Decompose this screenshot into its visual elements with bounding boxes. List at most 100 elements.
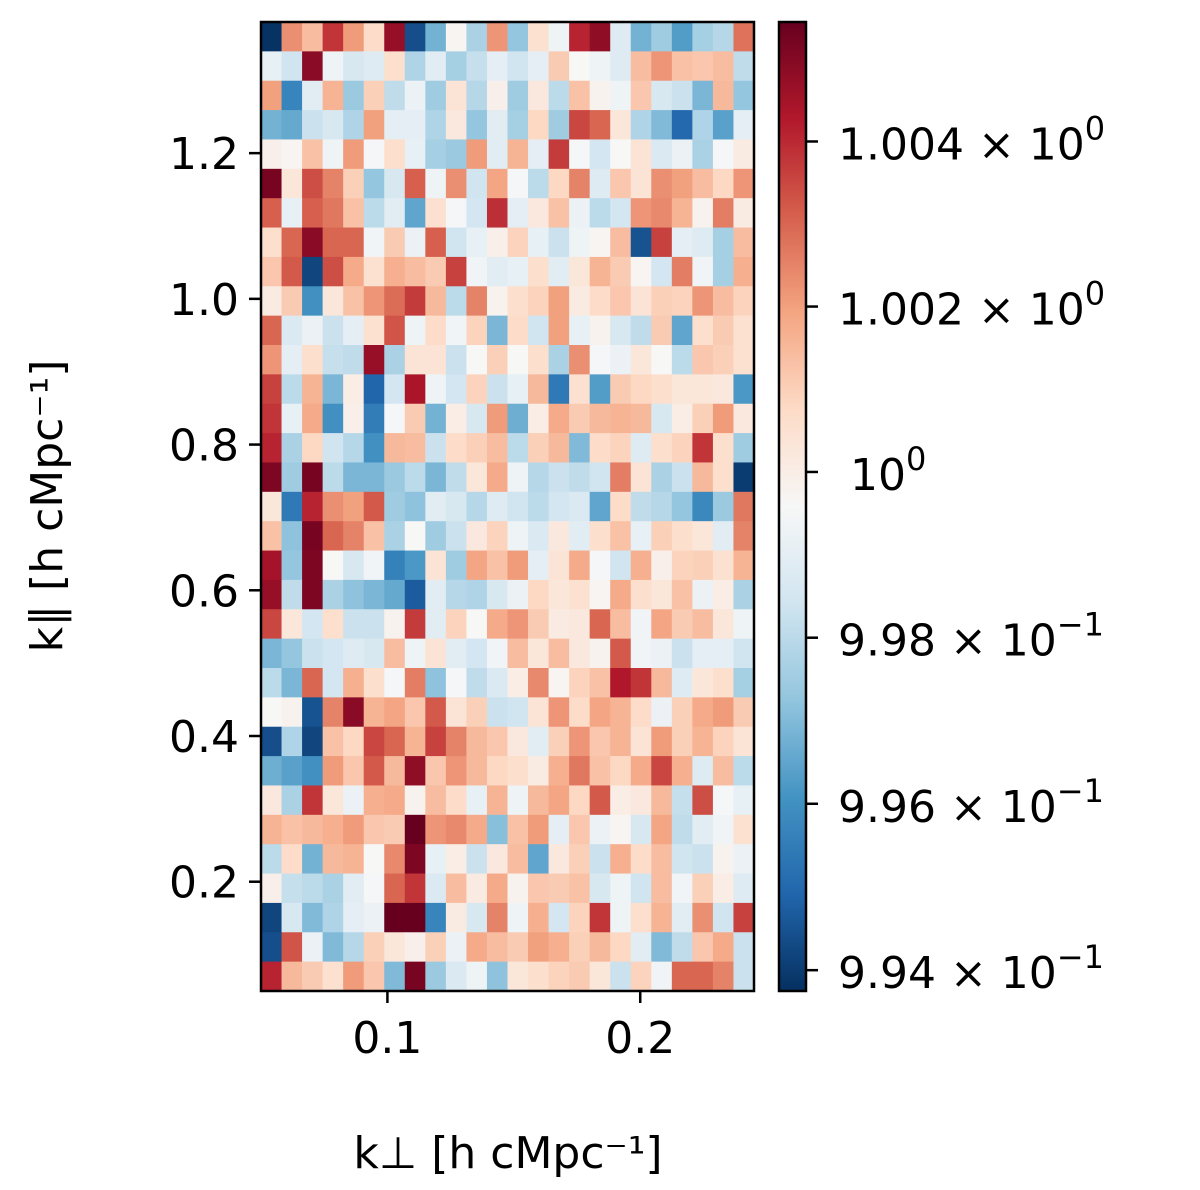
heatmap-cell: [363, 638, 385, 669]
heatmap-cell: [692, 961, 714, 992]
heatmap-cell: [261, 345, 283, 375]
heatmap-cell: [651, 756, 673, 787]
heatmap-cell: [343, 491, 365, 522]
colorbar-tick-mantissa: 9.94 × 10: [838, 948, 1057, 999]
heatmap-cell: [507, 345, 529, 375]
heatmap-cell: [528, 902, 550, 933]
heatmap-cell: [528, 433, 550, 464]
heatmap-cell: [384, 668, 406, 698]
heatmap-cell: [692, 227, 714, 258]
heatmap-cell: [363, 433, 385, 464]
heatmap-cell: [507, 932, 529, 963]
heatmap-cell: [589, 168, 611, 199]
heatmap-cell: [425, 609, 447, 640]
heatmap-cell: [630, 961, 652, 992]
heatmap-cell: [651, 902, 673, 933]
heatmap-cell: [281, 844, 303, 875]
heatmap-cell: [384, 844, 406, 875]
heatmap-cell: [404, 726, 426, 757]
heatmap-cell: [651, 139, 673, 170]
heatmap-cell: [651, 961, 673, 992]
heatmap-cell: [610, 756, 632, 787]
heatmap-cell: [322, 462, 344, 493]
heatmap-cell: [486, 638, 509, 669]
heatmap-cell: [445, 785, 468, 816]
heatmap-cell: [733, 198, 755, 229]
heatmap-cell: [712, 110, 735, 141]
heatmap-cell: [548, 227, 570, 258]
heatmap-cell: [445, 256, 468, 287]
heatmap-cell: [651, 110, 673, 141]
heatmap-cell: [445, 697, 468, 728]
heatmap-cell: [445, 227, 468, 258]
heatmap-cell: [261, 22, 283, 52]
heatmap-cell: [671, 256, 693, 287]
heatmap-cell: [322, 785, 344, 816]
heatmap-cell: [445, 51, 468, 82]
heatmap-cell: [507, 873, 529, 904]
heatmap-cell: [589, 521, 611, 552]
heatmap-cell: [692, 697, 714, 728]
heatmap-cell: [425, 168, 447, 199]
heatmap-cell: [589, 462, 611, 493]
heatmap-cell: [302, 80, 324, 111]
heatmap-cell: [712, 550, 735, 581]
colorbar-frame: [777, 20, 808, 993]
heatmap-cell: [569, 844, 591, 875]
heatmap-cell: [466, 22, 488, 52]
heatmap-cell: [589, 756, 611, 787]
heatmap-cell: [733, 785, 755, 816]
heatmap-cell: [404, 785, 426, 816]
heatmap-cell: [404, 110, 426, 141]
heatmap-cell: [404, 550, 426, 581]
heatmap-cell: [302, 873, 324, 904]
heatmap-cell: [528, 638, 550, 669]
heatmap-cell: [486, 902, 509, 933]
heatmap-cell: [322, 227, 344, 258]
heatmap-cell: [486, 932, 509, 963]
heatmap-cell: [651, 315, 673, 346]
heatmap-cell: [589, 932, 611, 963]
heatmap-cell: [425, 668, 447, 698]
heatmap-cell: [322, 110, 344, 141]
heatmap-cell: [712, 51, 735, 82]
heatmap-cell: [322, 697, 344, 728]
heatmap-cell: [589, 668, 611, 698]
heatmap-cell: [322, 374, 344, 405]
heatmap-cell: [466, 462, 488, 493]
heatmap-cell: [630, 491, 652, 522]
heatmap-cell: [363, 491, 385, 522]
heatmap-cell: [548, 51, 570, 82]
heatmap-cell: [343, 227, 365, 258]
heatmap-cell: [507, 521, 529, 552]
heatmap-cell: [589, 491, 611, 522]
heatmap-cell: [281, 168, 303, 199]
heatmap-cell: [486, 609, 509, 640]
heatmap-cell: [425, 844, 447, 875]
heatmap-cell: [384, 462, 406, 493]
heatmap-cell: [261, 844, 283, 875]
heatmap-cell: [302, 814, 324, 845]
heatmap-cell: [692, 491, 714, 522]
heatmap-cell: [322, 198, 344, 229]
heatmap-cell: [486, 873, 509, 904]
heatmap-cell: [528, 844, 550, 875]
heatmap-cell: [384, 961, 406, 992]
heatmap-cell: [733, 697, 755, 728]
heatmap-cell: [671, 844, 693, 875]
heatmap-cell: [712, 814, 735, 845]
heatmap-cell: [343, 168, 365, 199]
heatmap-cell: [404, 462, 426, 493]
heatmap-cell: [261, 932, 283, 963]
heatmap-cell: [569, 345, 591, 375]
heatmap-cell: [466, 638, 488, 669]
heatmap-cell: [261, 902, 283, 933]
colorbar: [779, 22, 806, 991]
heatmap-cell: [343, 286, 365, 317]
heatmap-cell: [651, 932, 673, 963]
heatmap-cell: [692, 256, 714, 287]
heatmap-cell: [589, 844, 611, 875]
heatmap-cell: [692, 844, 714, 875]
heatmap-cell: [733, 139, 755, 170]
heatmap-cell: [733, 932, 755, 963]
